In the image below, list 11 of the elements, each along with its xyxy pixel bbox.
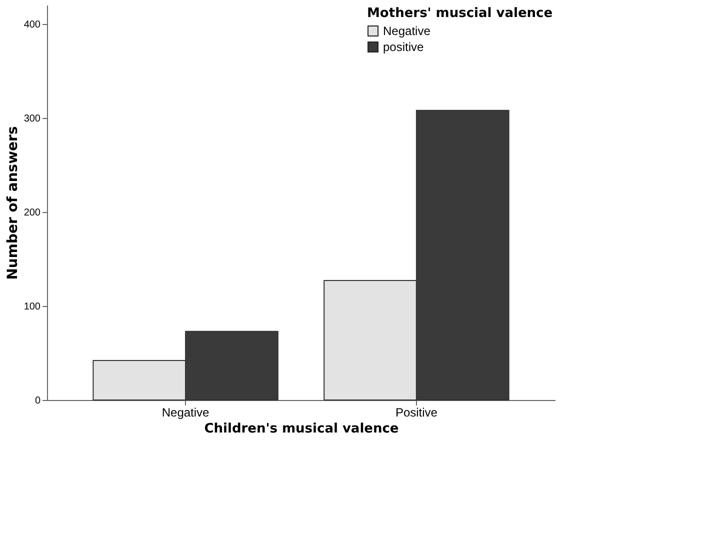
y-tick-label: 0 [34, 396, 41, 406]
y-tick-label: 100 [24, 301, 41, 312]
y-axis-title: Number of answers [4, 126, 21, 280]
x-axis-title: Children's musical valence [204, 422, 399, 436]
y-tick-label: 200 [24, 207, 41, 218]
y-tick-label: 400 [24, 19, 41, 30]
y-tick-label: 300 [24, 113, 41, 124]
legend-label: positive [383, 40, 424, 54]
legend-label: Negative [383, 24, 431, 38]
legend-title: Mothers' muscial valence [367, 6, 553, 21]
x-tick-label: Positive [395, 406, 438, 420]
